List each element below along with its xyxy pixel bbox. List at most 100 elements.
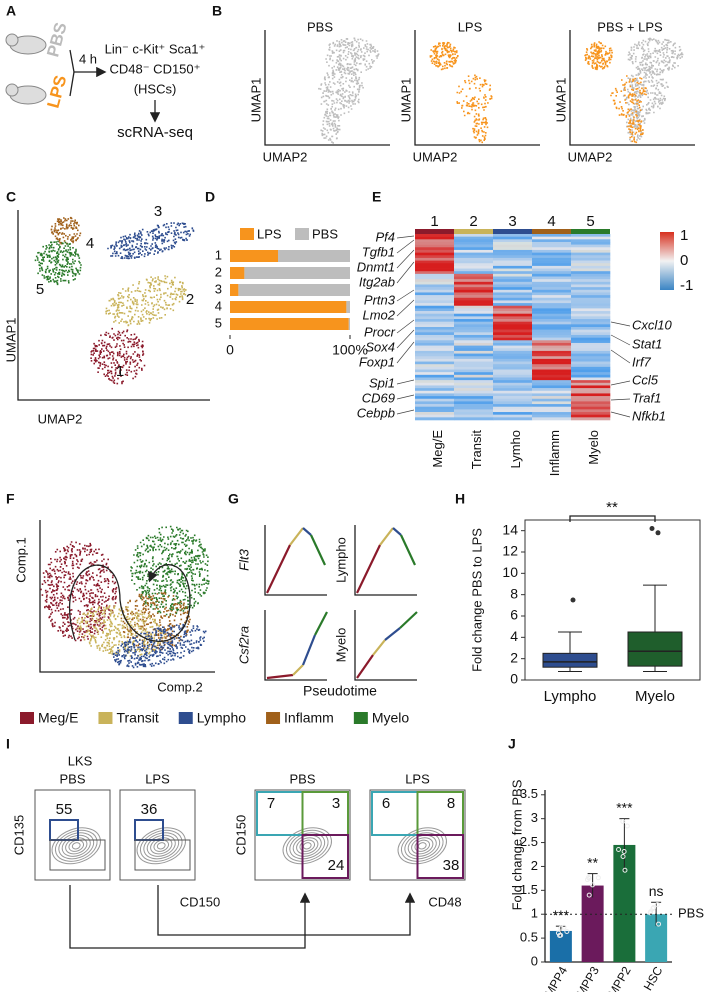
heatmap-cell bbox=[415, 382, 455, 386]
trend-curve bbox=[379, 527, 394, 546]
cell-cloud bbox=[627, 37, 684, 74]
bar bbox=[645, 914, 668, 962]
heatmap-cell bbox=[532, 305, 572, 309]
heatmap-cell bbox=[493, 249, 533, 253]
heatmap-cell bbox=[493, 303, 533, 307]
plot-title: PBS bbox=[307, 19, 333, 34]
gene-label: Sox4 bbox=[365, 339, 395, 354]
legend-swatch bbox=[98, 712, 113, 724]
trend-curve bbox=[399, 611, 418, 629]
column-number: 4 bbox=[547, 213, 555, 230]
axis bbox=[264, 525, 327, 596]
x-tick-label: 100% bbox=[332, 342, 368, 358]
bar-segment bbox=[244, 267, 350, 279]
heatmap-cell bbox=[571, 311, 611, 315]
heatmap-cell bbox=[415, 372, 455, 376]
heatmap-cell bbox=[571, 401, 611, 405]
heatmap-cell bbox=[454, 329, 494, 333]
plot-title: LPS bbox=[145, 771, 170, 786]
plot-title: LKS bbox=[68, 753, 93, 768]
heatmap-cell bbox=[415, 273, 455, 277]
cell-cloud bbox=[472, 114, 489, 144]
cell-cloud bbox=[610, 75, 647, 118]
gate-value: 6 bbox=[382, 795, 390, 812]
heatmap-cell bbox=[532, 244, 572, 248]
heatmap-cell bbox=[493, 316, 533, 320]
connector-arrow bbox=[69, 885, 311, 949]
legend-label: PBS bbox=[312, 226, 338, 241]
gate bbox=[134, 819, 164, 841]
heatmap-cell bbox=[571, 281, 611, 285]
heatmap-cell bbox=[415, 303, 455, 307]
heatmap-cell bbox=[454, 374, 494, 378]
heatmap-cell bbox=[532, 255, 572, 259]
heatmap-cell bbox=[415, 257, 455, 261]
heatmap-cell bbox=[493, 404, 533, 408]
axis-label: Comp.2 bbox=[157, 679, 203, 694]
heatmap-cell bbox=[532, 380, 572, 384]
x-tick-label: Lympho bbox=[544, 688, 597, 705]
heatmap-cell bbox=[415, 249, 455, 253]
heatmap-cell bbox=[571, 366, 611, 370]
gene-label: Spi1 bbox=[369, 375, 395, 390]
heatmap-cell bbox=[454, 276, 494, 280]
contour bbox=[404, 832, 441, 860]
bar bbox=[549, 930, 572, 962]
gene-label: Tgfb1 bbox=[362, 244, 395, 259]
panel-label: J bbox=[508, 736, 516, 752]
x-tick-label: MPP2 bbox=[605, 964, 634, 992]
heatmap-cell bbox=[454, 303, 494, 307]
heatmap-cell bbox=[415, 287, 455, 291]
gene-connector bbox=[610, 321, 631, 327]
y-tick-label: 3 bbox=[215, 281, 222, 296]
flow-frame bbox=[369, 789, 466, 881]
y-tick-label: 2 bbox=[510, 649, 518, 665]
heatmap-cell bbox=[493, 284, 533, 288]
heatmap-cell bbox=[571, 292, 611, 296]
panel-label: E bbox=[372, 189, 381, 205]
legend-label: Lympho bbox=[197, 710, 247, 726]
gate bbox=[256, 791, 304, 836]
cell-cloud bbox=[325, 37, 380, 74]
heatmap-cell bbox=[454, 327, 494, 330]
axis-label: Pseudotime bbox=[303, 683, 377, 699]
heatmap-cell bbox=[571, 364, 611, 368]
column-label: Meg/E bbox=[430, 430, 445, 468]
y-tick-label: 8 bbox=[510, 585, 518, 601]
contour bbox=[302, 842, 312, 850]
heatmap-cell bbox=[454, 393, 494, 397]
heatmap-cell bbox=[532, 297, 572, 301]
heatmap-cell bbox=[454, 263, 494, 267]
heatmap-cell bbox=[415, 356, 455, 360]
heatmap-cell bbox=[493, 268, 533, 272]
x-tick-label: Myelo bbox=[635, 688, 675, 705]
axis bbox=[414, 30, 540, 146]
heatmap-cell bbox=[415, 369, 455, 373]
gate bbox=[371, 791, 419, 836]
heatmap-cell bbox=[493, 401, 533, 405]
heatmap-cell bbox=[571, 324, 611, 328]
y-tick-label: 1.5 bbox=[520, 882, 538, 897]
heatmap-cell bbox=[571, 327, 611, 330]
y-tick-label: 3.5 bbox=[520, 786, 538, 801]
time-label: 4 h bbox=[79, 51, 97, 66]
heatmap-cell bbox=[493, 409, 533, 413]
heatmap-cell bbox=[532, 337, 572, 341]
gene-label: Stat1 bbox=[632, 336, 662, 351]
axis bbox=[569, 30, 695, 146]
bar-segment bbox=[230, 284, 239, 296]
gate bbox=[416, 834, 464, 879]
heatmap-cell bbox=[454, 345, 494, 349]
heatmap-cell bbox=[532, 273, 572, 277]
heatmap-cell bbox=[454, 377, 494, 381]
heatmap-cell bbox=[493, 390, 533, 394]
heatmap-cell bbox=[415, 247, 455, 251]
replicate-dot bbox=[558, 925, 564, 931]
axis bbox=[17, 210, 210, 401]
heatmap-cell bbox=[415, 260, 455, 264]
axis-label: Fold change from PBS bbox=[509, 779, 524, 910]
cluster-label: 5 bbox=[36, 281, 44, 298]
heatmap-cell bbox=[532, 292, 572, 296]
column-label: Myelo bbox=[586, 430, 601, 465]
significance-bracket bbox=[569, 515, 656, 522]
